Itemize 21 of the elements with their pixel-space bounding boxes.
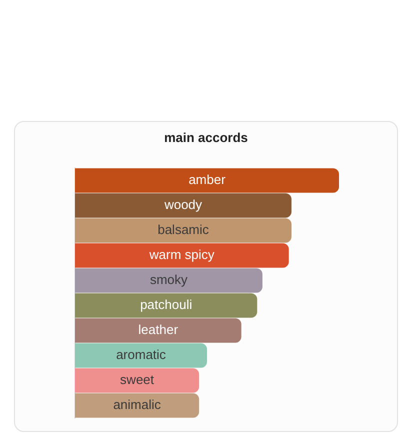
bar <box>75 268 262 293</box>
y-tick-label: balsamic <box>158 222 210 238</box>
y-tick-label: patchouli <box>140 297 192 312</box>
y-tick-label: animalic <box>113 397 162 412</box>
y-tick-label: aromatic <box>116 347 166 362</box>
bar <box>75 293 258 318</box>
bar <box>75 393 200 418</box>
y-tick-label: amber <box>188 172 226 188</box>
y-tick-label: smoky <box>150 272 188 288</box>
bar <box>75 218 292 243</box>
bar <box>75 243 289 268</box>
y-tick-label: warm spicy <box>148 247 215 262</box>
y-tick-label: sweet <box>120 372 154 388</box>
bar <box>75 343 207 368</box>
bar <box>75 193 292 218</box>
bar <box>75 168 339 193</box>
chart-title: main accords <box>163 130 249 145</box>
bar <box>75 318 242 343</box>
bar <box>75 368 200 393</box>
y-tick-label: woody <box>163 197 203 212</box>
y-tick-label: leather <box>138 322 179 338</box>
